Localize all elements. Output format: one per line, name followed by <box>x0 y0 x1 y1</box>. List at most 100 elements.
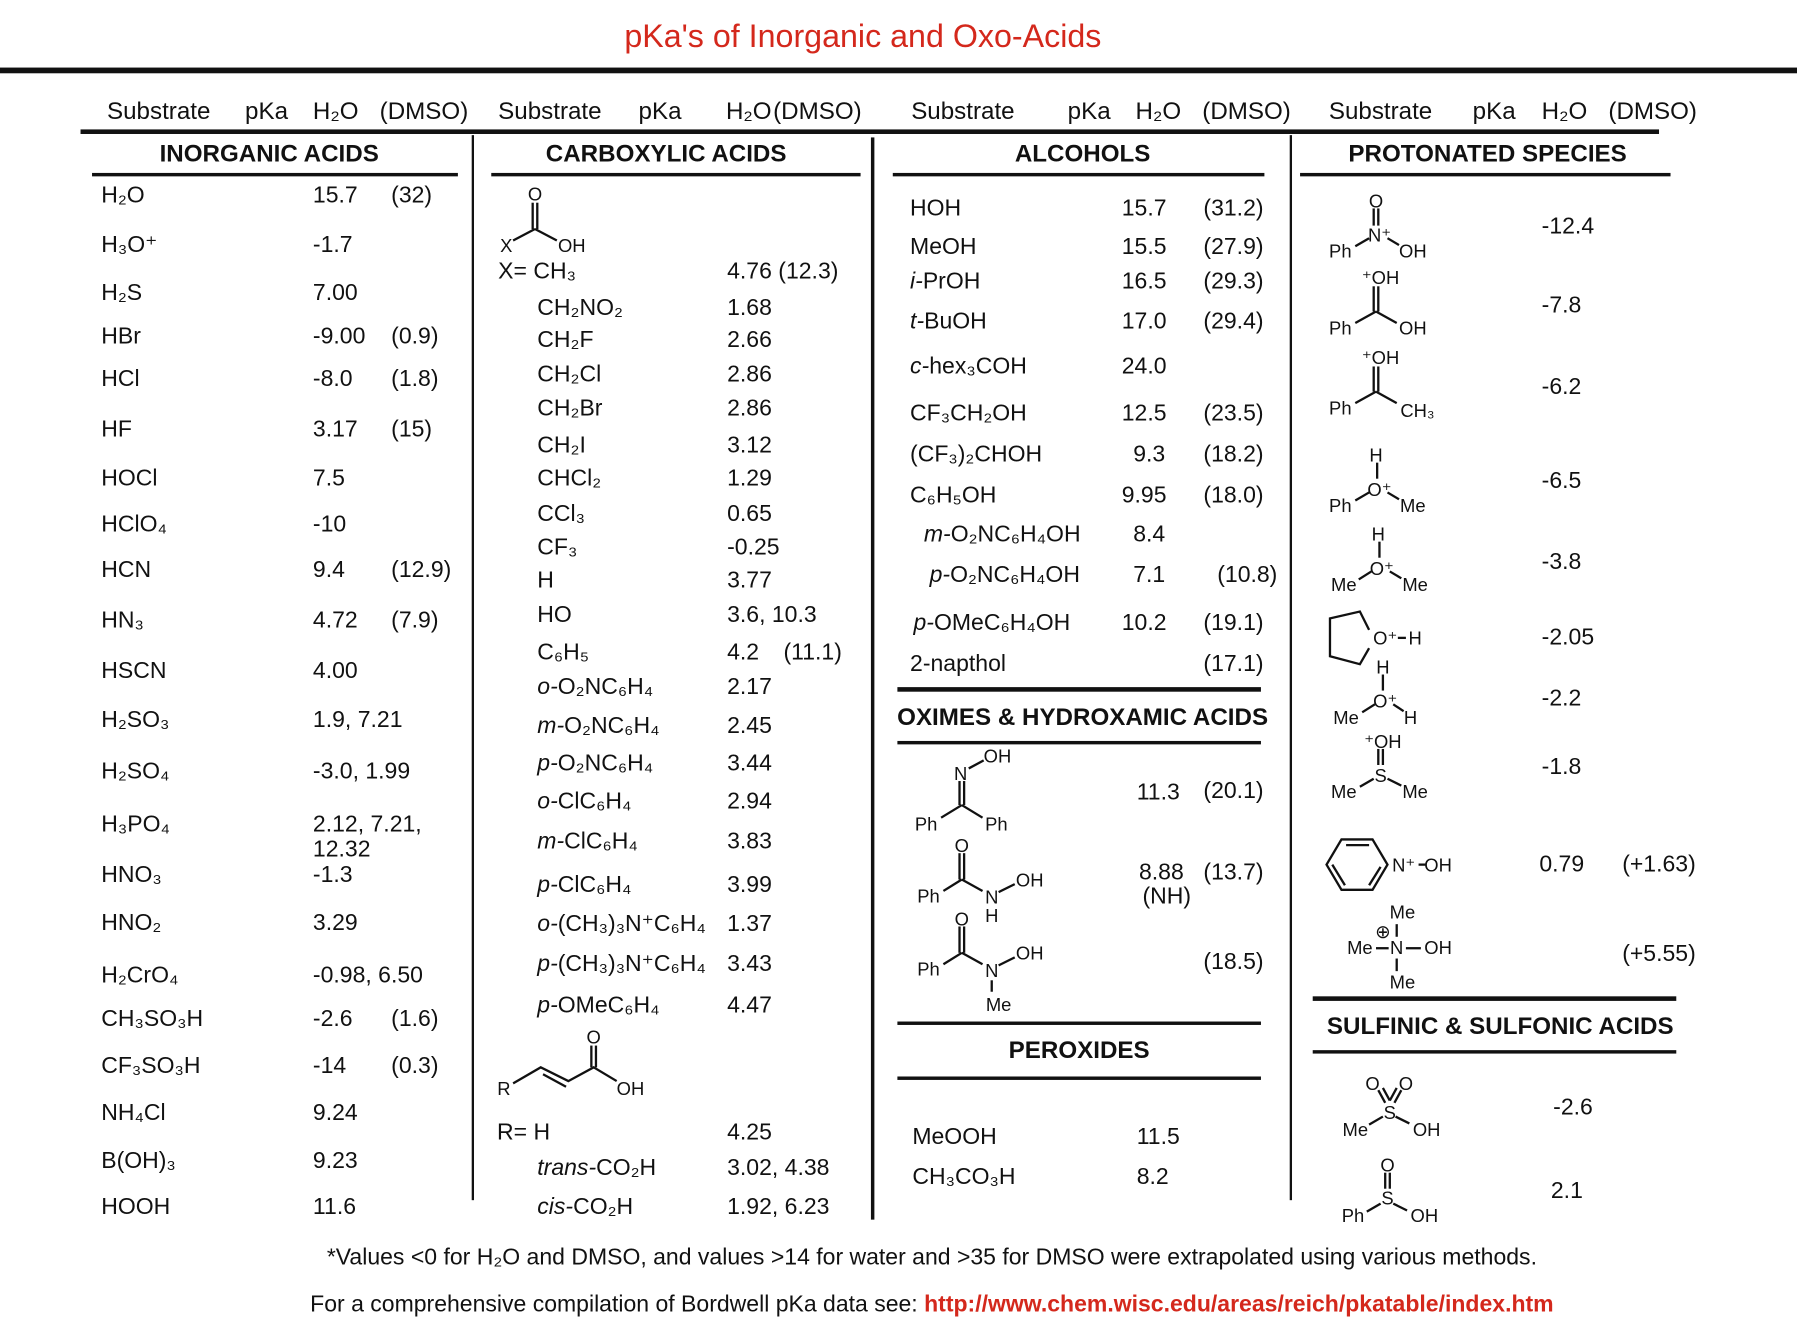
pka-dmso-value: (+1.63) <box>1622 852 1696 878</box>
pka-dmso-value: (23.5) <box>1203 400 1264 427</box>
substrate-name: H <box>537 567 554 594</box>
substrate-name: H₂O <box>101 182 144 209</box>
formula: PrOH <box>922 269 981 295</box>
hydroxamic-acid-structure: O Ph N OH H <box>917 835 1043 926</box>
pka-h2o-value: 1.92, 6.23 <box>727 1194 830 1220</box>
substrate-name: HCN <box>101 557 151 584</box>
svg-text:OH: OH <box>1411 1205 1439 1226</box>
substrate-name: CH₂F <box>537 326 593 353</box>
column-divider <box>1289 135 1293 1201</box>
section-title-carboxylic: CARBOXYLIC ACIDS <box>545 140 787 168</box>
pka-h2o-value: 24.0 <box>1121 353 1167 380</box>
pka-h2o-value: -9.00 <box>312 324 366 350</box>
pka-h2o-value: -10 <box>312 511 347 538</box>
protonated-dimethyl-ether-structure: H O⁺ Me Me <box>1331 524 1428 595</box>
pka-h2o-value: 4.2 <box>727 640 760 666</box>
section-divider <box>892 172 1265 177</box>
formula: O₂NC₆H₄ <box>557 674 654 700</box>
pka-h2o-value: -2.05 <box>1541 625 1595 651</box>
svg-text:Me: Me <box>1390 971 1416 992</box>
pka-h2o-value: 9.95 <box>1121 483 1167 509</box>
formula: HBr <box>101 324 141 350</box>
svg-text:O: O <box>955 908 969 929</box>
substrate-name: p-ClC₆H₄ <box>537 871 631 898</box>
formula: O₂NC₆H₄ <box>564 713 660 739</box>
pka-h2o-value: 3.77 <box>727 568 772 594</box>
svg-text:O: O <box>955 835 969 856</box>
formula: H₂SO₄ <box>101 759 170 785</box>
column-header: Substrate <box>498 98 602 125</box>
formula: CH₂Cl <box>537 361 602 388</box>
formula: HCN <box>101 557 152 583</box>
substrate-name: H₂SO₃ <box>101 707 169 734</box>
substrate-name: HClO₄ <box>101 511 167 538</box>
bordwell-pka-link[interactable]: http://www.chem.wisc.edu/areas/reich/pka… <box>924 1291 1554 1317</box>
column-header: pKa <box>1472 98 1516 125</box>
svg-text:X: X <box>500 235 512 256</box>
formula: MeOH <box>910 234 977 260</box>
svg-text:N: N <box>985 887 998 908</box>
pka-h2o-value: 3.44 <box>727 751 772 777</box>
svg-text:Me: Me <box>1333 707 1359 728</box>
pka-h2o-value: 17.0 <box>1121 309 1167 335</box>
column-header: Substrate <box>106 98 211 125</box>
trimethylhydroxylammonium-structure: Me ⊕ Me N OH Me <box>1347 901 1452 992</box>
pka-h2o-value: 2.17 <box>727 674 772 700</box>
pka-h2o-value: 4.00 <box>312 658 358 684</box>
pka-dmso-value: (10.8) <box>1217 562 1278 588</box>
isomer-prefix: o- <box>537 674 558 700</box>
pka-h2o-value: 11.6 <box>312 1194 357 1220</box>
formula: CH₃CO₃H <box>912 1164 1016 1190</box>
pka-h2o-value: 7.00 <box>312 280 358 306</box>
isomer-prefix: c- <box>910 353 930 380</box>
formula: HNO₂ <box>101 910 162 936</box>
column-header: (DMSO) <box>1608 98 1697 125</box>
pka-value: 4.76 (12.3) <box>727 258 839 285</box>
pka-note: (NH) <box>1142 884 1192 910</box>
substrate-name: o-ClC₆H₄ <box>537 788 631 815</box>
pka-dmso-value: (15) <box>391 416 433 443</box>
svg-text:R: R <box>497 1078 510 1099</box>
substrate-name: trans-CO₂H <box>537 1154 656 1181</box>
formula: HOH <box>910 195 962 222</box>
formula: ClC₆H₄ <box>557 789 632 815</box>
pka-h2o-value: 16.5 <box>1121 269 1167 295</box>
substrate-name: HNO₃ <box>101 861 162 888</box>
substrate-name: CH₂Br <box>537 395 602 422</box>
pka-h2o-value: 0.79 <box>1539 852 1585 878</box>
pka-dmso-value: (29.3) <box>1203 269 1264 295</box>
substrate-name: CH₃CO₃H <box>912 1164 1015 1191</box>
pka-h2o-value: -3.0, 1.99 <box>312 759 411 785</box>
substrate-name: m-O₂NC₆H₄ <box>537 712 659 739</box>
pka-h2o-value: -3.8 <box>1541 549 1582 575</box>
isomer-prefix: m- <box>923 522 951 548</box>
svg-text:⁺OH: ⁺OH <box>1364 731 1401 752</box>
substrate-name: H₂S <box>101 279 142 306</box>
column-header: pKa <box>638 98 682 125</box>
pka-h2o-value: -7.8 <box>1541 293 1582 319</box>
section-title-protonated: PROTONATED SPECIES <box>1348 140 1627 168</box>
svg-text:H: H <box>1404 707 1417 728</box>
pka-h2o-value: 15.7 <box>312 183 358 209</box>
isomer-prefix: p- <box>537 951 558 977</box>
formula: H <box>537 568 554 594</box>
isomer-prefix: p- <box>537 992 558 1019</box>
substrate-name: p-OMeC₆H₄ <box>537 992 659 1019</box>
pka-h2o-value: 12.32 <box>312 837 371 863</box>
svg-text:H: H <box>1376 656 1389 677</box>
substrate-name: p-(CH₃)₃N⁺C₆H₄ <box>537 951 705 978</box>
section-divider <box>1300 172 1671 177</box>
substrate-name: m-ClC₆H₄ <box>537 828 637 855</box>
formula: CHCl₂ <box>537 466 602 492</box>
svg-text:OH: OH <box>1016 943 1044 964</box>
section-divider <box>491 172 861 177</box>
pka-h2o-value: 3.6, 10.3 <box>727 602 817 628</box>
svg-text:Me: Me <box>986 994 1012 1015</box>
substrate-name: CF₃ <box>537 534 577 561</box>
pka-h2o-value: 2.12, 7.21, <box>312 811 422 838</box>
pka-h2o-value: 1.68 <box>727 295 772 321</box>
pka-h2o-value: 3.83 <box>727 829 772 855</box>
header-divider <box>80 129 1660 134</box>
